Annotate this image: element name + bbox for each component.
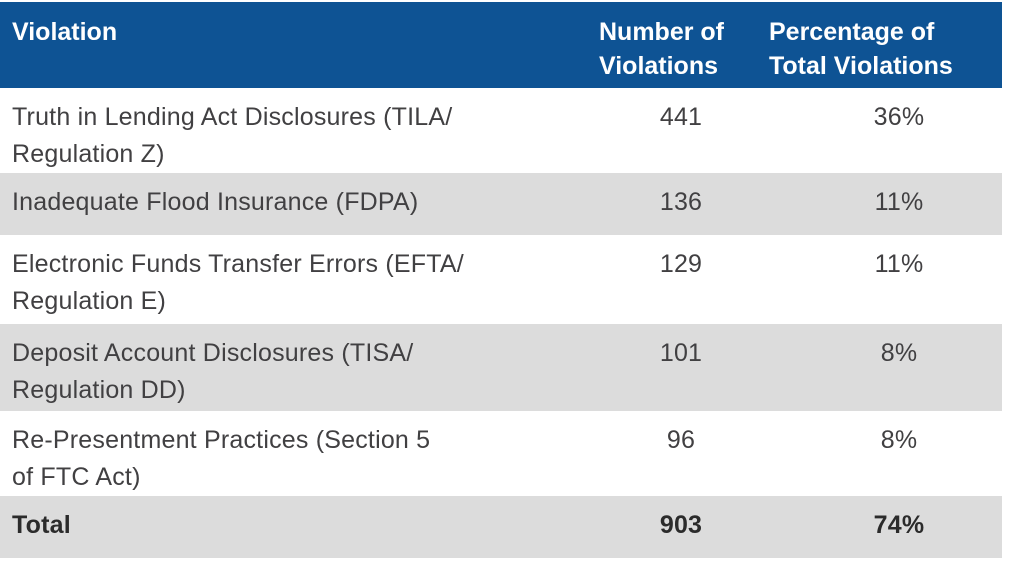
total-label: Total xyxy=(12,511,71,539)
violation-name: Electronic Funds Transfer Errors (EFTA/ … xyxy=(12,250,464,315)
table-row: Truth in Lending Act Disclosures (TILA/ … xyxy=(0,88,1002,173)
table-row: Electronic Funds Transfer Errors (EFTA/ … xyxy=(0,235,1002,324)
table-row: Inadequate Flood Insurance (FDPA) 136 11… xyxy=(0,173,1002,235)
violation-percentage: 36% xyxy=(873,103,925,131)
table-row: Deposit Account Disclosures (TISA/ Regul… xyxy=(0,324,1002,411)
violation-count: 129 xyxy=(659,250,703,278)
violation-percentage: 8% xyxy=(880,339,918,367)
violation-name: Truth in Lending Act Disclosures (TILA/ … xyxy=(12,103,453,168)
column-header-violation: Violation xyxy=(0,2,598,88)
violation-percentage: 8% xyxy=(880,426,918,454)
column-header-percentage-of-total: Percentage of Total Violations xyxy=(764,2,1002,88)
violations-table: Violation Number of Violations Percentag… xyxy=(0,2,1002,558)
total-count: 903 xyxy=(659,511,703,539)
table-header-row: Violation Number of Violations Percentag… xyxy=(0,2,1002,88)
violation-name: Deposit Account Disclosures (TISA/ Regul… xyxy=(12,339,414,404)
violation-name: Re-Presentment Practices (Section 5 of F… xyxy=(12,426,431,491)
violation-count: 96 xyxy=(666,426,696,454)
column-header-number-of-violations: Number of Violations xyxy=(598,2,764,88)
table-row: Re-Presentment Practices (Section 5 of F… xyxy=(0,411,1002,496)
violation-count: 136 xyxy=(659,188,703,216)
violation-name: Inadequate Flood Insurance (FDPA) xyxy=(12,188,419,216)
violation-count: 101 xyxy=(659,339,703,367)
violation-percentage: 11% xyxy=(874,250,924,278)
table-total-row: Total 903 74% xyxy=(0,496,1002,558)
violation-percentage: 11% xyxy=(874,188,924,216)
violation-count: 441 xyxy=(659,103,703,131)
total-percentage: 74% xyxy=(873,511,925,539)
